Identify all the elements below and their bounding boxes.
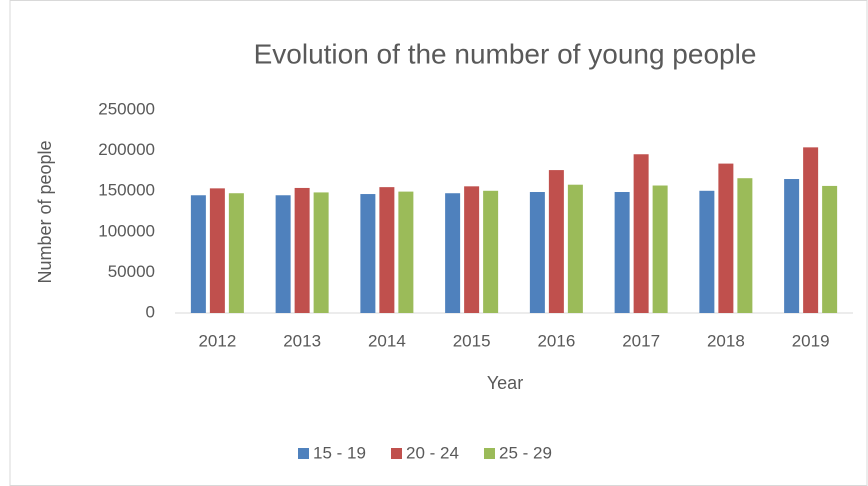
legend-label: 25 - 29 — [499, 443, 552, 462]
x-tick-label: 2018 — [707, 331, 745, 350]
bar — [379, 187, 395, 313]
bar — [652, 185, 668, 313]
bar — [398, 191, 414, 313]
bar — [737, 178, 753, 313]
bar — [803, 147, 819, 313]
bar — [360, 194, 376, 313]
x-tick-label: 2013 — [283, 331, 321, 350]
bar — [529, 192, 545, 313]
bar — [718, 163, 734, 313]
y-tick-label: 150000 — [98, 181, 155, 200]
x-tick-label: 2019 — [792, 331, 830, 350]
x-tick-label: 2014 — [368, 331, 406, 350]
y-tick-label: 200000 — [98, 140, 155, 159]
bar — [445, 193, 461, 313]
bar — [483, 190, 499, 313]
bar — [228, 193, 244, 313]
legend-swatch — [298, 448, 309, 459]
legend-label: 20 - 24 — [406, 443, 459, 462]
bar — [464, 186, 480, 313]
chart-title: Evolution of the number of young people — [254, 38, 757, 69]
bar — [699, 190, 715, 313]
legend-label: 15 - 19 — [313, 443, 366, 462]
bar — [275, 195, 291, 313]
bar — [633, 154, 649, 313]
x-tick-label: 2016 — [537, 331, 575, 350]
bar — [209, 188, 225, 313]
x-axis-label: Year — [487, 373, 523, 393]
bar — [548, 170, 564, 313]
y-tick-label: 250000 — [98, 99, 155, 118]
y-tick-label: 0 — [146, 302, 155, 321]
bar — [294, 187, 310, 313]
legend-swatch — [391, 448, 402, 459]
bar — [190, 195, 206, 313]
bar — [614, 192, 630, 313]
legend-swatch — [484, 448, 495, 459]
bar — [822, 185, 838, 313]
x-tick-label: 2012 — [198, 331, 236, 350]
x-tick-label: 2017 — [622, 331, 660, 350]
y-tick-label: 100000 — [98, 221, 155, 240]
bar — [313, 192, 329, 313]
x-tick-label: 2015 — [453, 331, 491, 350]
bar — [784, 179, 800, 313]
y-axis-label: Number of people — [35, 140, 55, 283]
y-tick-label: 50000 — [108, 262, 155, 281]
bar — [567, 184, 583, 313]
